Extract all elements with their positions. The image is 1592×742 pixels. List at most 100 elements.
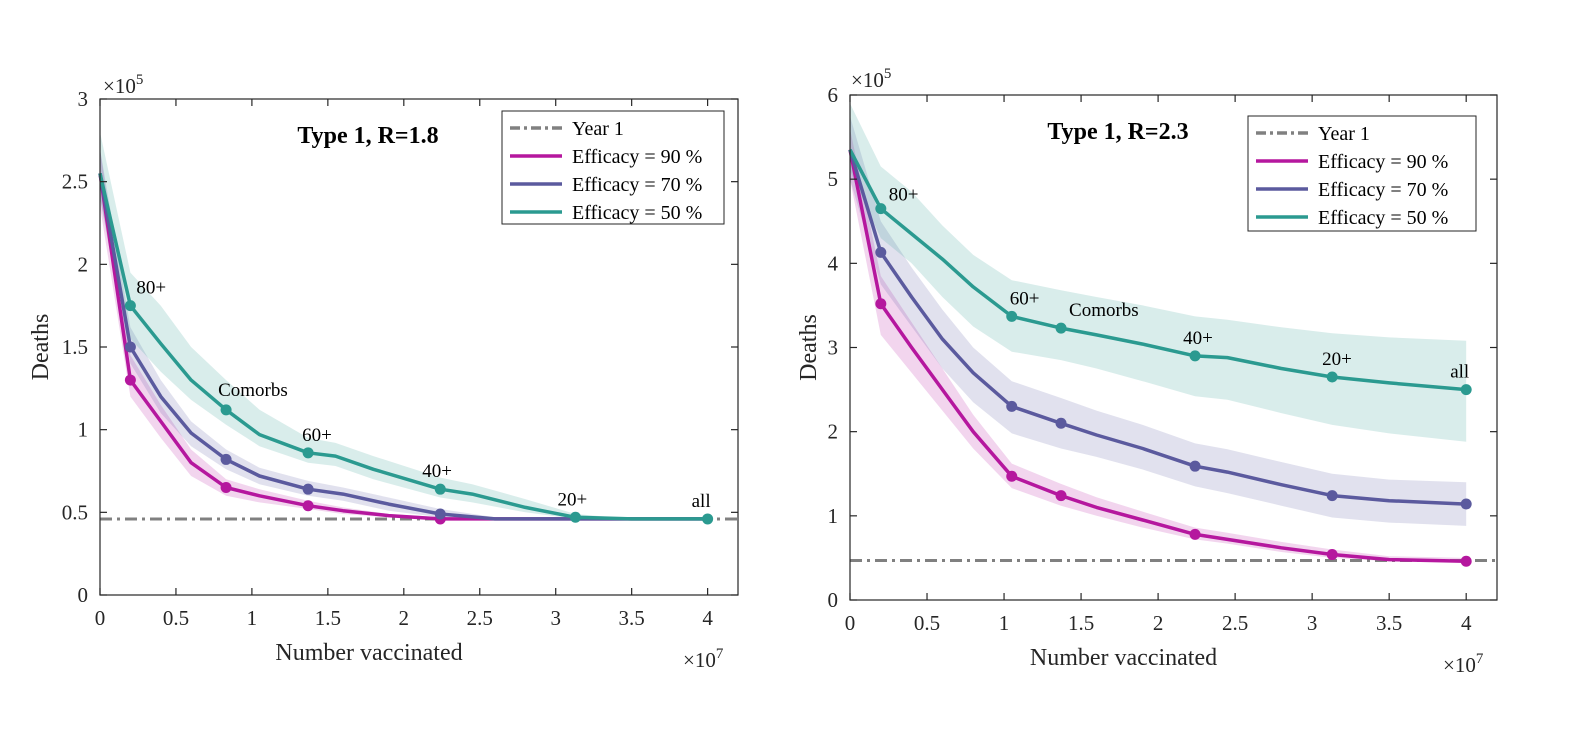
- chart-2-y-multiplier: ×105: [851, 66, 891, 92]
- chart-1-series-1-marker-1: [124, 374, 136, 386]
- chart-1-series-3-band: [100, 132, 708, 519]
- chart-1-annotation-all: all: [692, 491, 711, 512]
- chart-1-series-2-marker-1: [124, 341, 136, 353]
- chart-2-series-3-line: [848, 148, 1467, 392]
- chart-1-series-2-line: [98, 173, 708, 521]
- chart-1-series-2-marker-2: [220, 453, 232, 465]
- chart-1-xtick-label: 2.5: [467, 606, 493, 630]
- chart-2-series-3-marker-3: [1055, 322, 1067, 334]
- chart-1-title: Type 1, R=1.8: [297, 123, 438, 149]
- chart-1-legend-label-1: Year 1: [572, 118, 624, 140]
- chart-2-x-multiplier-exponent: 7: [1476, 651, 1484, 667]
- chart-1-xtick-label: 3: [550, 606, 561, 630]
- chart-1-series-3-marker-1: [124, 300, 136, 312]
- chart-2-series-1-marker-2: [1006, 470, 1018, 482]
- chart-1-legend-label-3: Efficacy = 70 %: [572, 174, 702, 196]
- chart-2-ytick-label: 4: [828, 251, 839, 275]
- chart-2-series-2-marker-3: [1055, 417, 1067, 429]
- chart-2-xtick-label: 0: [845, 611, 856, 635]
- chart-1-ytick-label: 2: [78, 252, 89, 276]
- chart-1-series-3-line: [98, 173, 708, 521]
- chart-2-series-2-marker-1: [875, 246, 887, 258]
- chart-1-xtick-label: 0.5: [163, 606, 189, 630]
- chart-2-xtick-label: 3.5: [1376, 611, 1402, 635]
- chart-1-annotation-80: 80+: [136, 278, 166, 299]
- chart-1-x-multiplier: ×107: [683, 646, 724, 672]
- chart-1-series-3-marker-2: [220, 404, 232, 416]
- chart-1-annotation-40: 40+: [422, 461, 452, 482]
- chart-1-ytick-label: 1.5: [62, 335, 88, 359]
- chart-2-y-axis-label: Deaths: [796, 314, 822, 381]
- chart-1-ytick-label: 0.5: [62, 500, 88, 524]
- chart-1-panel: 0 0.5 1 1.5 2 2.5 3 3.5 4 0 0.5 1 1.5 2 2.5 3 Number vac…: [28, 72, 739, 672]
- chart-1-ytick-label: 0: [78, 583, 89, 607]
- chart-2-annotation-80: 80+: [889, 185, 919, 206]
- chart-2-xtick-label: 1.5: [1068, 611, 1094, 635]
- chart-2-series-1-marker-5: [1326, 549, 1338, 561]
- chart-1-legend-label-4: Efficacy = 50 %: [572, 202, 702, 224]
- chart-2-series-1-marker-3: [1055, 490, 1067, 502]
- chart-2-annotation-40: 40+: [1183, 328, 1213, 349]
- chart-2-panel: 0 0.5 1 1.5 2 2.5 3 3.5 4 0 1 2 3 4 5 6 Number vaccinate…: [796, 66, 1498, 677]
- chart-1-annotation-60: 60+: [302, 425, 332, 446]
- chart-1-series-1-marker-3: [302, 500, 314, 512]
- chart-2-ytick-label: 6: [828, 83, 839, 107]
- chart-1-series-2-marker-3: [302, 483, 314, 495]
- chart-2-series-1-line: [848, 149, 1467, 564]
- chart-1-y-multiplier-base: ×10: [103, 74, 136, 98]
- chart-1-series-2-marker-4: [434, 508, 446, 520]
- chart-2-annotation-comorbs: Comorbs: [1069, 300, 1139, 321]
- chart-1-annotation-20: 20+: [557, 489, 587, 510]
- chart-2-series-3-marker-6: [1460, 384, 1472, 396]
- chart-1-ytick-label: 1: [78, 418, 89, 442]
- chart-1-y-multiplier: ×105: [103, 72, 143, 98]
- chart-2-series-1-marker-1: [875, 298, 887, 310]
- chart-2-xtick-label: 2: [1153, 611, 1164, 635]
- chart-2-annotation-all: all: [1450, 362, 1469, 383]
- chart-1-x-axis-label: Number vaccinated: [275, 640, 462, 666]
- chart-2-ytick-label: 1: [828, 504, 839, 528]
- chart-1-y-multiplier-exponent: 5: [136, 72, 144, 88]
- chart-2-legend-label-4: Efficacy = 50 %: [1318, 207, 1448, 229]
- chart-2-series-2-marker-6: [1460, 498, 1472, 510]
- chart-2-series-1-marker-4: [1189, 528, 1201, 540]
- chart-2-xtick-label: 2.5: [1222, 611, 1248, 635]
- chart-2-annotation-20: 20+: [1322, 349, 1352, 370]
- chart-1-xtick-label: 4: [702, 606, 713, 630]
- chart-2-xtick-label: 3: [1307, 611, 1318, 635]
- chart-1-x-multiplier-exponent: 7: [716, 646, 724, 662]
- chart-2-xtick-label: 4: [1461, 611, 1472, 635]
- chart-1-legend-label-2: Efficacy = 90 %: [572, 146, 702, 168]
- chart-2-legend-label-1: Year 1: [1318, 123, 1370, 145]
- chart-2-ytick-label: 3: [828, 336, 839, 360]
- chart-1-legend-box: [501, 110, 725, 225]
- chart-2-xtick-label: 0.5: [914, 611, 940, 635]
- chart-2-series-3-band: [850, 103, 1467, 442]
- chart-2-legend-box: [1247, 115, 1477, 232]
- chart-2-legend: Year 1 Efficacy = 90 % Efficacy = 70 % Effi…: [1247, 115, 1477, 232]
- chart-1-series-3-marker-3: [302, 447, 314, 459]
- chart-1-xtick-label: 3.5: [619, 606, 645, 630]
- chart-1-annotation-comorbs: Comorbs: [218, 380, 288, 401]
- chart-2-series-2-line: [848, 149, 1467, 506]
- chart-2-series-3-marker-1: [875, 203, 887, 215]
- chart-2-series-1-marker-6: [1460, 555, 1472, 567]
- chart-1-y-axis-label: Deaths: [28, 314, 54, 381]
- chart-2-series-2-marker-4: [1189, 460, 1201, 472]
- chart-2-legend-label-2: Efficacy = 90 %: [1318, 151, 1448, 173]
- chart-2-ytick-label: 2: [828, 420, 839, 444]
- chart-1-xtick-label: 1: [247, 606, 258, 630]
- chart-1-series-3-marker-4: [434, 483, 446, 495]
- chart-2-series-3-marker-4: [1189, 350, 1201, 362]
- chart-1-xtick-label: 1.5: [315, 606, 341, 630]
- chart-2-series-3-marker-2: [1006, 310, 1018, 322]
- chart-1-x-multiplier-base: ×10: [683, 648, 716, 672]
- chart-2-title: Type 1, R=2.3: [1047, 119, 1188, 145]
- chart-1-legend: Year 1 Efficacy = 90 % Efficacy = 70 % Effi…: [501, 110, 725, 225]
- chart-2-series-2-marker-2: [1006, 400, 1018, 412]
- chart-1-xtick-label: 0: [95, 606, 106, 630]
- chart-2-xtick-label: 1: [999, 611, 1010, 635]
- chart-2-ytick-label: 0: [828, 588, 839, 612]
- chart-2-y-multiplier-exponent: 5: [884, 66, 892, 82]
